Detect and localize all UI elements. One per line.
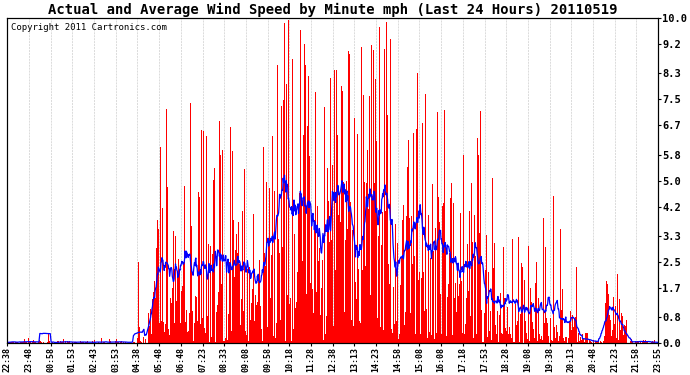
- Title: Actual and Average Wind Speed by Minute mph (Last 24 Hours) 20110519: Actual and Average Wind Speed by Minute …: [48, 3, 618, 17]
- Text: Copyright 2011 Cartronics.com: Copyright 2011 Cartronics.com: [10, 23, 166, 32]
